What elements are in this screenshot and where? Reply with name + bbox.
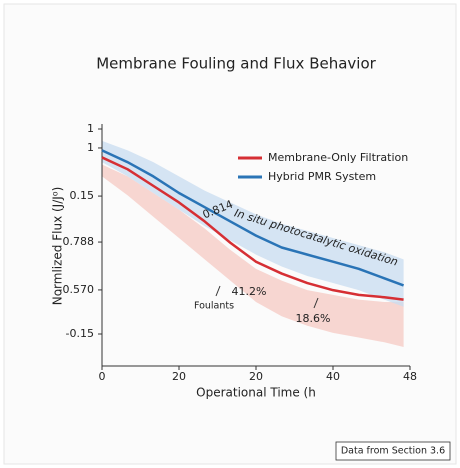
confidence-band <box>102 164 404 348</box>
legend-label: Hybrid PMR System <box>268 170 376 183</box>
annotation: 41.2% <box>232 285 267 298</box>
annotation: 18.6% <box>296 312 331 325</box>
y-tick-label: -0.15 <box>66 327 94 340</box>
y-tick-label: 0.15 <box>70 189 95 202</box>
x-tick-label: 40 <box>326 370 340 383</box>
series-line <box>101 156 404 301</box>
x-tick-label: 20 <box>249 370 263 383</box>
y-tick-label: 1 <box>87 141 94 154</box>
chart-title: Membrane Fouling and Flux Behavior <box>96 55 376 73</box>
annotation-pointer <box>215 285 221 297</box>
y-tick-label: -0.570 <box>59 283 94 296</box>
source-note: Data from Section 3.6 <box>341 446 445 457</box>
source-box <box>335 441 451 461</box>
x-tick-label: 48 <box>403 370 417 383</box>
x-axis-label: Operational Time (h <box>196 386 316 400</box>
series-line <box>101 149 405 287</box>
y-tick-label: 0.788 <box>63 235 95 248</box>
y-tick-label: 1 <box>87 122 94 135</box>
legend-label: Membrane-Only Filtration <box>268 151 408 164</box>
x-tick-label: 0 <box>99 370 106 383</box>
x-tick-label: 20 <box>172 370 186 383</box>
annotation: Foulants <box>194 301 234 312</box>
y-axis-label: Normlized Flux (J/J⁰) <box>51 187 65 306</box>
annotation-pointer <box>313 297 319 309</box>
confidence-band <box>102 140 404 307</box>
